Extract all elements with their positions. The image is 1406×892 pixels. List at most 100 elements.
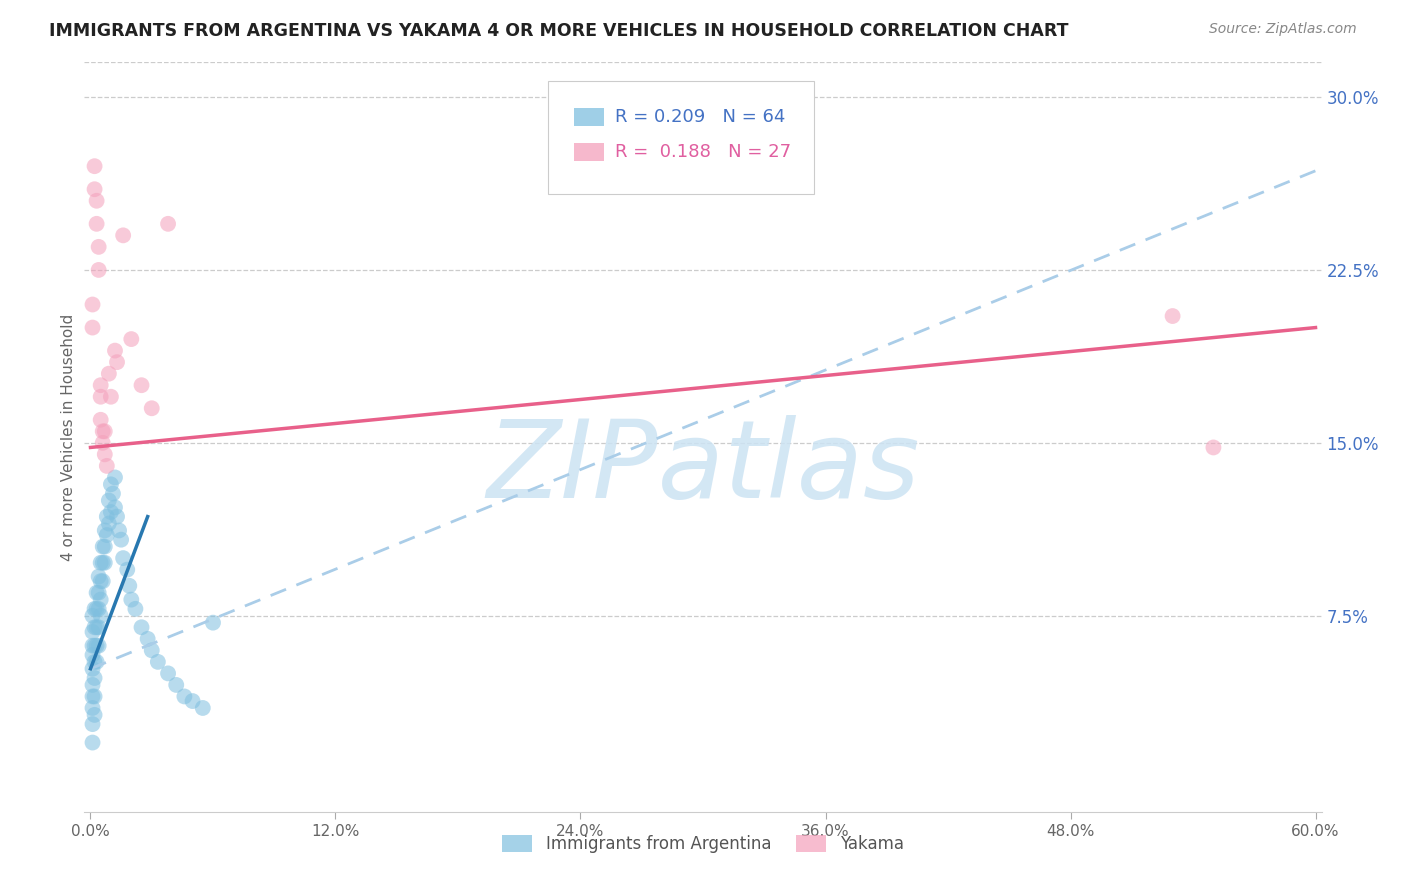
Point: [100, 505, 122, 519]
Point: [87, 585, 110, 599]
Point: [96, 458, 118, 473]
FancyBboxPatch shape: [548, 81, 814, 194]
Point: [104, 500, 127, 515]
Point: [82, 662, 104, 676]
Point: [96, 509, 118, 524]
Point: [101, 486, 124, 500]
Point: [83, 690, 105, 704]
Point: [83, 159, 105, 173]
Point: [86, 655, 108, 669]
Point: [181, 694, 204, 708]
Point: [91, 425, 114, 439]
Point: [83, 620, 105, 634]
Point: [86, 194, 108, 208]
Point: [100, 477, 122, 491]
Text: ZIPatlas: ZIPatlas: [486, 415, 920, 519]
Point: [90, 390, 112, 404]
Point: [124, 602, 146, 616]
Point: [115, 563, 138, 577]
Point: [87, 602, 110, 616]
Point: [82, 297, 104, 311]
Point: [82, 735, 104, 749]
Point: [1202, 441, 1225, 455]
Point: [173, 690, 195, 704]
Point: [87, 639, 110, 653]
Y-axis label: 4 or more Vehicles in Household: 4 or more Vehicles in Household: [60, 313, 76, 561]
Point: [120, 592, 142, 607]
Point: [82, 320, 104, 334]
Point: [100, 390, 122, 404]
Point: [83, 655, 105, 669]
Point: [83, 707, 105, 722]
Point: [87, 240, 110, 254]
Point: [91, 435, 114, 450]
Point: [112, 228, 135, 243]
Point: [108, 524, 131, 538]
Point: [94, 556, 117, 570]
Point: [104, 343, 127, 358]
Point: [94, 540, 117, 554]
Point: [90, 592, 112, 607]
Point: [82, 624, 104, 639]
Point: [83, 639, 105, 653]
Point: [91, 556, 114, 570]
Point: [136, 632, 159, 646]
Point: [83, 671, 105, 685]
Point: [90, 378, 112, 392]
Point: [141, 643, 163, 657]
Point: [97, 367, 120, 381]
Point: [82, 717, 104, 731]
Point: [91, 540, 114, 554]
Point: [86, 585, 108, 599]
Point: [91, 574, 114, 589]
Point: [87, 263, 110, 277]
Point: [90, 413, 112, 427]
Point: [86, 602, 108, 616]
Point: [87, 569, 110, 583]
Point: [191, 701, 214, 715]
Point: [105, 509, 128, 524]
Point: [94, 425, 117, 439]
Point: [105, 355, 128, 369]
Point: [97, 516, 120, 531]
Point: [104, 470, 127, 484]
Point: [165, 678, 187, 692]
Point: [90, 556, 112, 570]
Point: [110, 533, 132, 547]
Point: [87, 620, 110, 634]
Point: [86, 620, 108, 634]
Point: [96, 528, 118, 542]
Point: [90, 608, 112, 623]
Point: [82, 690, 104, 704]
Point: [157, 666, 180, 681]
Point: [97, 493, 120, 508]
Text: R =  0.188   N = 27: R = 0.188 N = 27: [616, 144, 792, 161]
Point: [112, 551, 135, 566]
Point: [83, 182, 105, 196]
Text: IMMIGRANTS FROM ARGENTINA VS YAKAMA 4 OR MORE VEHICLES IN HOUSEHOLD CORRELATION : IMMIGRANTS FROM ARGENTINA VS YAKAMA 4 OR…: [49, 22, 1069, 40]
Point: [120, 332, 142, 346]
Point: [83, 602, 105, 616]
Point: [82, 639, 104, 653]
Point: [82, 648, 104, 662]
Point: [131, 620, 153, 634]
Point: [82, 608, 104, 623]
Point: [118, 579, 141, 593]
Point: [94, 524, 117, 538]
FancyBboxPatch shape: [574, 108, 605, 126]
Point: [201, 615, 224, 630]
Point: [157, 217, 180, 231]
Point: [1161, 309, 1184, 323]
Point: [146, 655, 169, 669]
Point: [86, 217, 108, 231]
Legend: Immigrants from Argentina, Yakama: Immigrants from Argentina, Yakama: [496, 828, 910, 860]
Point: [82, 678, 104, 692]
Text: R = 0.209   N = 64: R = 0.209 N = 64: [616, 108, 786, 126]
Point: [90, 574, 112, 589]
Point: [131, 378, 153, 392]
Point: [82, 701, 104, 715]
FancyBboxPatch shape: [574, 144, 605, 161]
Point: [86, 639, 108, 653]
Point: [141, 401, 163, 416]
Point: [94, 447, 117, 461]
